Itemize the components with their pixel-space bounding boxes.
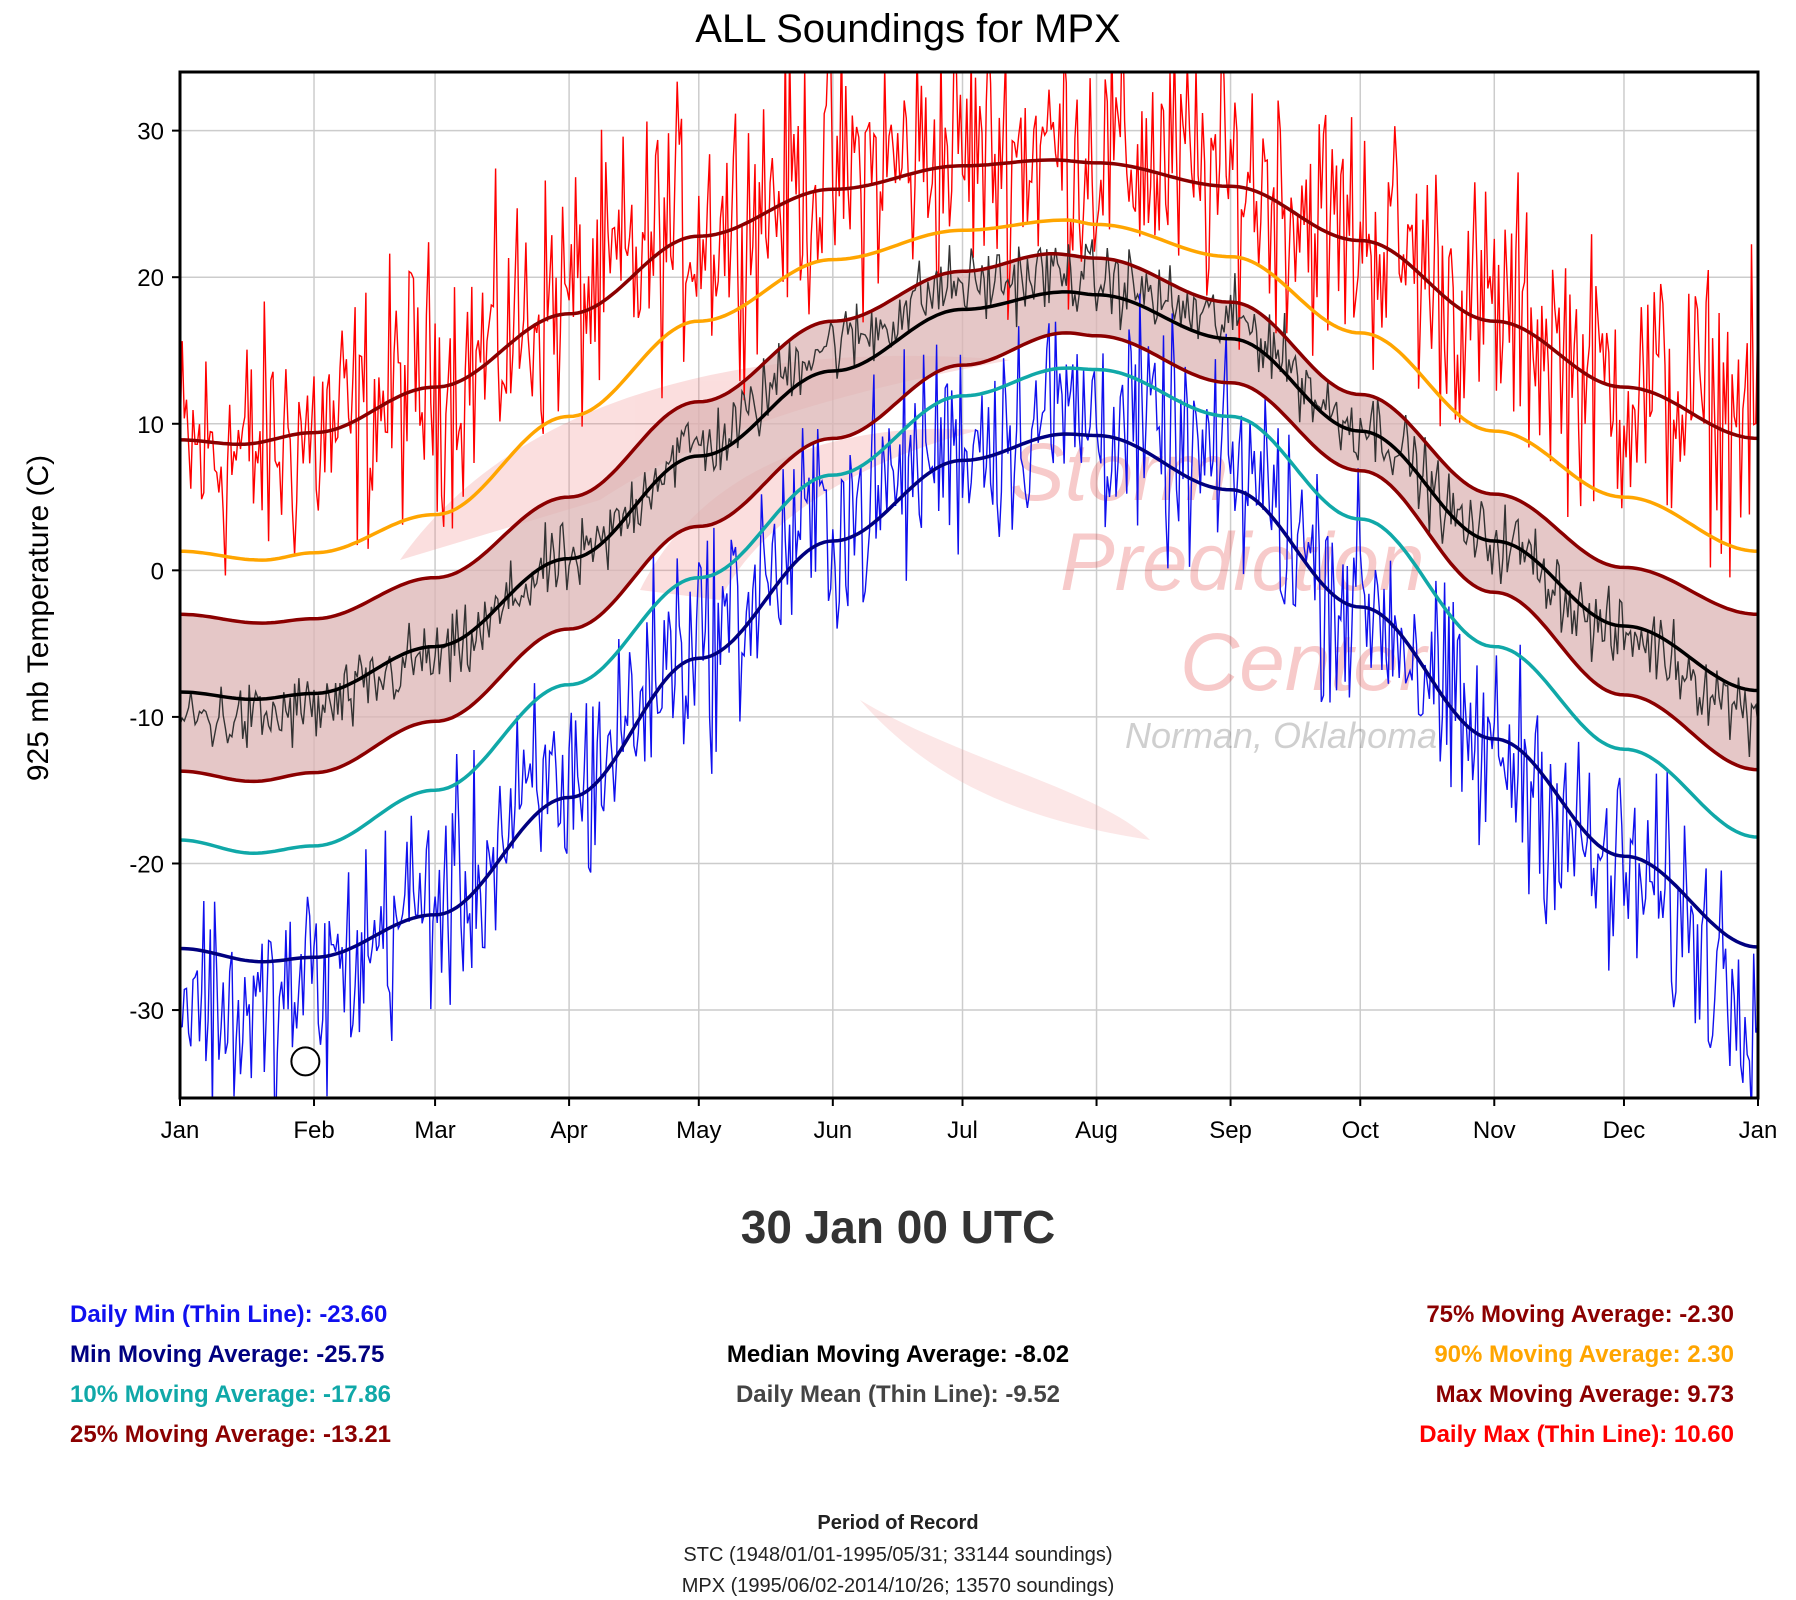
x-tick-label: Mar (414, 1117, 455, 1144)
x-tick-label: Sep (1209, 1117, 1252, 1144)
stat-90pct-moving-average: 90% Moving Average: 2.30 (1434, 1341, 1734, 1368)
record-mpx: MPX (1995/06/02-2014/10/26; 13570 soundi… (681, 1575, 1115, 1597)
selected-date: 30 Jan 00 UTC (740, 1201, 1056, 1253)
x-tick-label: Oct (1342, 1117, 1380, 1144)
min-ma-line (179, 432, 1759, 964)
axes: -30 -20 -10 0 10 20 30 Jan Feb Mar Apr May Jun Jul Aug… (129, 70, 1778, 1144)
watermark-swoosh-inner (640, 428, 980, 600)
selected-marker-layer (290, 1046, 321, 1077)
stats-left: Daily Min (Thin Line): -23.60 Min Moving… (70, 1295, 391, 1455)
y-axis-label: 925 mb Temperature (C) (22, 455, 55, 781)
stat-max-moving-average: Max Moving Average: 9.73 (1435, 1381, 1734, 1408)
daily-series (180, 72, 1758, 1098)
record-title: Period of Record (817, 1512, 979, 1534)
y-tick-label: -10 (129, 705, 164, 732)
p10-ma-line (179, 366, 1759, 855)
chart-title: ALL Soundings for MPX (695, 7, 1120, 51)
stat-median-moving-average: Median Moving Average: -8.02 (726, 1341, 1070, 1368)
stat-daily-min: Daily Min (Thin Line): -23.60 (70, 1301, 388, 1328)
daily-min-line (180, 293, 1758, 1098)
y-tick-label: 30 (137, 119, 164, 146)
daily-mean-line (180, 239, 1758, 758)
selected-point-marker[interactable] (290, 1046, 321, 1077)
record-stc: STC (1948/01/01-1995/05/31; 33144 soundi… (683, 1544, 1113, 1566)
x-tick-label: Aug (1075, 1117, 1118, 1144)
median-ma-line (179, 290, 1759, 702)
x-tick-label: Apr (550, 1117, 587, 1144)
stat-10pct-moving-average: 10% Moving Average: -17.86 (70, 1381, 392, 1408)
stats-center: Median Moving Average: -8.02 Daily Mean … (0, 1335, 1796, 1415)
p75-ma-line (179, 251, 1759, 625)
watermark-text-4: Norman, Oklahoma (1125, 715, 1437, 756)
y-tick-label: -20 (129, 851, 164, 878)
max-ma-line (180, 158, 1759, 447)
temperature-chart: ALL Soundings for MPX 925 mb Temperature… (22, 7, 1778, 1144)
y-tick-label: -30 (129, 998, 164, 1025)
x-tick-label: Jan (1739, 1117, 1778, 1144)
x-tick-label: Dec (1603, 1117, 1646, 1144)
stat-75pct-moving-average: 75% Moving Average: -2.30 (1426, 1301, 1734, 1328)
y-tick-label: 10 (137, 412, 164, 439)
watermark-tail (860, 700, 1150, 840)
interquartile-band (180, 253, 1758, 782)
chart-area: ALL Soundings for MPX 925 mb Temperature… (22, 7, 1778, 1144)
x-tick-label: Nov (1473, 1117, 1516, 1144)
stat-daily-max: Daily Max (Thin Line): 10.60 (1419, 1421, 1734, 1448)
stat-min-moving-average: Min Moving Average: -25.75 (70, 1341, 385, 1368)
moving-average-series (179, 158, 1759, 964)
plot-frame (178, 70, 1760, 1100)
x-tick-label: Jun (813, 1117, 852, 1144)
band-fill (180, 253, 1758, 782)
y-tick-label: 20 (137, 265, 164, 292)
y-tick-label: 0 (151, 558, 164, 585)
daily-max-line (180, 72, 1758, 578)
x-tick-label: May (676, 1117, 721, 1144)
p90-ma-line (180, 218, 1759, 562)
x-tick-label: Jan (161, 1117, 200, 1144)
stat-25pct-moving-average: 25% Moving Average: -13.21 (70, 1421, 392, 1448)
x-tick-label: Feb (293, 1117, 334, 1144)
stats-right: 75% Moving Average: -2.30 90% Moving Ave… (1419, 1295, 1734, 1455)
p25-ma-line (179, 331, 1759, 784)
x-tick-label: Jul (947, 1117, 978, 1144)
stat-daily-mean: Daily Mean (Thin Line): -9.52 (735, 1381, 1061, 1408)
